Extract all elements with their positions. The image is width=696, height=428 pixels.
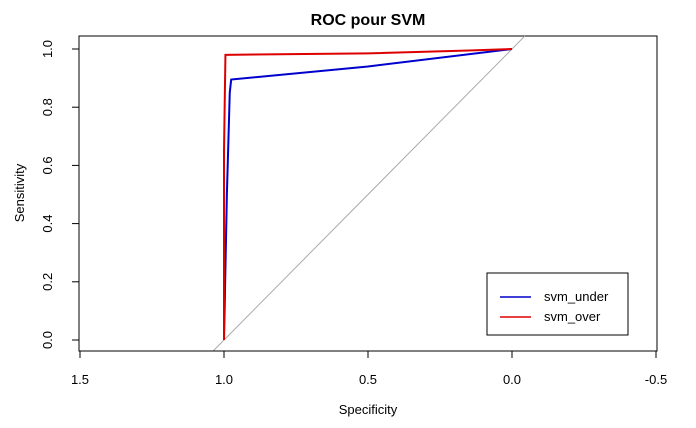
x-tick-label: 1.0 [215, 372, 233, 387]
x-tick-label: 1.5 [71, 372, 89, 387]
legend-box [486, 272, 629, 336]
reference-layer [212, 35, 526, 352]
y-tick-label: 0.2 [40, 273, 55, 291]
y-tick-label: 1.0 [40, 40, 55, 58]
y-tick-label: 0.0 [40, 331, 55, 349]
y-tick-label: 0.6 [40, 156, 55, 174]
series-line-svm-over [223, 48, 513, 340]
y-tick-label: 0.8 [40, 98, 55, 116]
x-tick-label: -0.5 [645, 372, 667, 387]
series-layer [223, 48, 513, 341]
x-axis-label: Specificity [339, 402, 398, 417]
legend: svm_under svm_over [486, 272, 629, 336]
x-tick-label: 0.0 [503, 372, 521, 387]
y-axis-label: Sensitivity [12, 163, 27, 222]
y-axis: 0.0 0.2 0.4 0.6 0.8 1.0 [40, 40, 80, 349]
x-tick-label: 0.5 [359, 372, 377, 387]
x-axis: 1.5 1.0 0.5 0.0 -0.5 [71, 350, 667, 387]
series-line-svm-under [223, 48, 513, 341]
y-tick-label: 0.4 [40, 215, 55, 233]
legend-label-svm-over: svm_over [544, 309, 601, 324]
reference-diagonal-line [212, 35, 526, 352]
legend-label-svm-under: svm_under [544, 289, 609, 304]
chart-title: ROC pour SVM [311, 12, 426, 29]
